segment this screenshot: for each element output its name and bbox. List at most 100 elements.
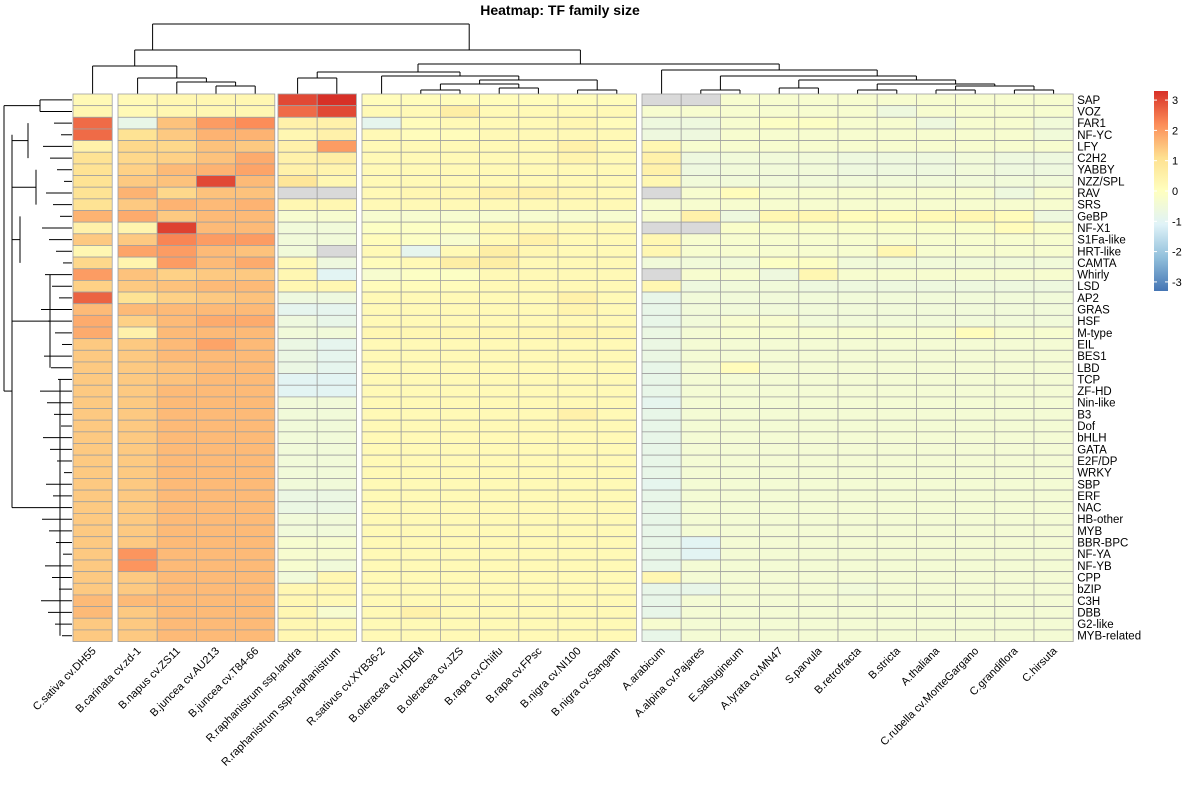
heatmap-cell: [316, 466, 357, 479]
heatmap-cell: [759, 303, 800, 316]
heatmap-cell: [798, 478, 839, 491]
heatmap-cell: [837, 408, 878, 421]
heatmap-cell: [156, 594, 197, 608]
heatmap-cell: [720, 478, 761, 491]
heatmap-cell: [72, 384, 113, 398]
heatmap-cell: [720, 617, 761, 631]
heatmap-cell: [72, 606, 113, 619]
heatmap-cell: [72, 443, 113, 456]
row-label-tcp: TCP: [1077, 374, 1100, 386]
heatmap-cell: [235, 151, 276, 165]
heatmap-cell: [798, 210, 839, 223]
heatmap-cell: [479, 93, 520, 107]
heatmap-cell: [1033, 349, 1074, 363]
heatmap-cell: [759, 582, 800, 596]
heatmap-cell: [798, 408, 839, 421]
heatmap-cell: [596, 373, 637, 386]
heatmap-cell: [994, 93, 1035, 107]
heatmap-cell: [195, 163, 236, 176]
heatmap-cell: [479, 279, 520, 293]
heatmap-cell: [955, 338, 996, 351]
row-label-hsf: HSF: [1077, 316, 1100, 328]
heatmap-cell: [837, 501, 878, 514]
heatmap-cell: [994, 617, 1035, 631]
heatmap-cell: [439, 140, 480, 153]
heatmap-cell: [439, 419, 480, 433]
heatmap-cell: [759, 128, 800, 141]
heatmap-cell: [361, 513, 402, 526]
row-label-b3: B3: [1077, 409, 1091, 421]
heatmap-cell: [759, 594, 800, 608]
heatmap-cell: [439, 210, 480, 223]
heatmap-cell: [557, 291, 598, 305]
heatmap-cell: [156, 279, 197, 293]
heatmap-cell: [876, 116, 917, 130]
heatmap-cell: [557, 140, 598, 153]
heatmap-cell: [277, 163, 318, 176]
heatmap-cell: [680, 547, 721, 561]
heatmap-cell: [680, 128, 721, 141]
heatmap-cell: [837, 559, 878, 573]
heatmap-cell: [837, 419, 878, 433]
heatmap-cell: [994, 431, 1035, 444]
heatmap-cell: [641, 151, 682, 165]
heatmap-cell: [1033, 93, 1074, 107]
heatmap-cell: [518, 536, 559, 549]
heatmap-cell: [235, 431, 276, 444]
heatmap-cell: [518, 629, 559, 642]
heatmap-cell: [916, 256, 957, 270]
heatmap-cell: [837, 454, 878, 468]
heatmap-cell: [361, 431, 402, 444]
heatmap-cell: [117, 594, 158, 608]
heatmap-cell: [72, 338, 113, 351]
heatmap-cell: [720, 466, 761, 479]
heatmap-cell: [439, 454, 480, 468]
heatmap-cell: [195, 478, 236, 491]
heatmap-cell: [994, 361, 1035, 375]
heatmap-cell: [680, 338, 721, 351]
heatmap-cell: [916, 93, 957, 107]
heatmap-cell: [837, 326, 878, 340]
heatmap-cell: [557, 338, 598, 351]
heatmap-cell: [955, 140, 996, 153]
heatmap-cell: [235, 210, 276, 223]
heatmap-cell: [277, 419, 318, 433]
heatmap-cell: [361, 116, 402, 130]
colorbar: [1154, 91, 1168, 291]
heatmap-cell: [195, 559, 236, 573]
heatmap-cell: [720, 536, 761, 549]
heatmap-cell: [195, 466, 236, 479]
heatmap-cell: [518, 175, 559, 188]
heatmap-cell: [876, 256, 917, 270]
heatmap-cell: [400, 513, 441, 526]
heatmap-cell: [837, 606, 878, 619]
heatmap-cell: [195, 489, 236, 503]
heatmap-cell: [400, 536, 441, 549]
heatmap-cell: [680, 93, 721, 107]
heatmap-cell: [557, 571, 598, 584]
heatmap-cell: [876, 594, 917, 608]
heatmap-cell: [680, 396, 721, 409]
heatmap-cell: [400, 524, 441, 538]
heatmap-cell: [361, 140, 402, 153]
heatmap-cell: [994, 524, 1035, 538]
heatmap-cell: [72, 431, 113, 444]
heatmap-cell: [316, 373, 357, 386]
heatmap-cell: [955, 524, 996, 538]
heatmap-cell: [994, 279, 1035, 293]
heatmap-cell: [641, 466, 682, 479]
heatmap-cell: [479, 513, 520, 526]
row-label-eil: EIL: [1077, 339, 1095, 351]
heatmap-cell: [361, 594, 402, 608]
heatmap-cell: [876, 128, 917, 141]
heatmap-cell: [1033, 617, 1074, 631]
heatmap-cell: [117, 489, 158, 503]
heatmap-cell: [641, 547, 682, 561]
heatmap-cell: [195, 198, 236, 211]
heatmap-cell: [557, 233, 598, 246]
heatmap-cell: [557, 163, 598, 176]
heatmap-cell: [798, 116, 839, 130]
heatmap-cell: [361, 198, 402, 211]
heatmap-cells: [72, 93, 1074, 642]
heatmap-cell: [195, 524, 236, 538]
